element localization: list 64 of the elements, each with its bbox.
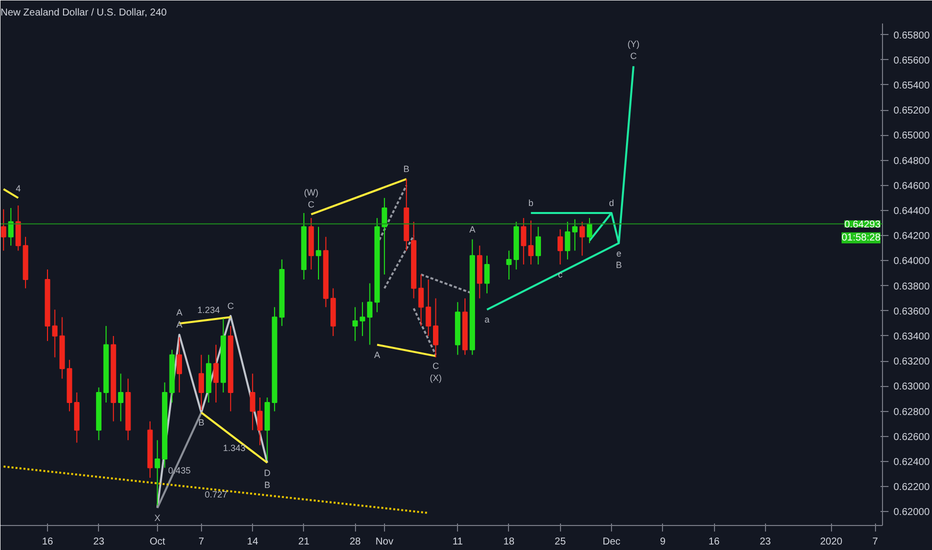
y-tick-label: 0.65000 <box>894 130 930 142</box>
y-tick-label: 0.65400 <box>894 80 930 92</box>
annotation: C <box>432 361 440 372</box>
x-tick-label: 21 <box>298 536 310 548</box>
annotation: 01:58:28 <box>842 232 881 244</box>
annotation: A <box>176 320 182 330</box>
y-tick-label: 0.63800 <box>894 281 930 292</box>
annotation: D <box>264 468 271 478</box>
annotation: C <box>308 199 315 210</box>
annotation: B <box>616 260 622 270</box>
x-tick-label: 11 <box>452 536 464 548</box>
y-tick-label: 0.62200 <box>894 482 930 494</box>
y-tick-label: 0.64800 <box>894 156 930 167</box>
x-tick-label: 2020 <box>820 536 843 548</box>
y-tick-label: 0.65600 <box>894 55 930 66</box>
annotation: 0.727 <box>204 490 228 500</box>
x-tick-label: 14 <box>247 536 259 548</box>
x-tick-label: Oct <box>150 536 166 548</box>
annotation: 4 <box>16 183 21 194</box>
y-tick-label: 0.65200 <box>894 106 930 117</box>
x-tick-label: 16 <box>42 536 54 548</box>
annotation: b <box>528 198 534 208</box>
annotation: d <box>608 198 614 208</box>
annotation: C <box>630 51 638 62</box>
y-tick-label: 0.64600 <box>894 180 930 192</box>
x-tick-label: 18 <box>503 536 515 548</box>
x-tick-label: Nov <box>376 536 394 548</box>
x-tick-label: 9 <box>660 536 666 548</box>
y-tick-label: 0.64200 <box>894 231 930 242</box>
y-tick-label: 0.62800 <box>894 406 930 418</box>
x-tick-label: 25 <box>554 536 566 548</box>
annotation: a <box>484 314 490 325</box>
chart-title: New Zealand Dollar / U.S. Dollar, 240 <box>0 8 168 18</box>
annotation: B <box>403 164 410 174</box>
annotation: X <box>154 512 160 523</box>
annotation: 1.343 <box>223 443 246 454</box>
annotation: e <box>616 248 622 259</box>
x-tick-label: 7 <box>872 536 878 548</box>
y-tick-label: 0.63600 <box>894 306 930 318</box>
annotation: A <box>176 308 182 318</box>
y-tick-label: 0.64400 <box>894 206 930 217</box>
y-tick-label: 0.62400 <box>894 456 930 468</box>
x-tick-label: 16 <box>708 536 720 548</box>
y-tick-label: 0.63400 <box>894 331 930 342</box>
annotation: 1.234 <box>197 305 220 316</box>
y-tick-label: 0.62000 <box>894 507 930 518</box>
x-tick-label: 28 <box>350 536 362 548</box>
y-tick-label: 0.65800 <box>894 30 930 42</box>
annotation: B <box>264 480 270 490</box>
x-tick-label: Dec <box>602 536 620 548</box>
annotation: A <box>469 224 476 234</box>
x-tick-label: 23 <box>93 536 105 548</box>
y-tick-label: 0.63000 <box>894 382 930 393</box>
annotation: (Y) <box>627 39 640 50</box>
y-tick-label: 0.64000 <box>894 256 930 268</box>
y-tick-label: 0.62600 <box>894 432 930 443</box>
x-tick-label: 23 <box>760 536 772 548</box>
annotation: (W) <box>304 187 318 198</box>
annotation: B <box>198 418 204 428</box>
y-tick-label: 0.63200 <box>894 356 930 368</box>
x-tick-label: 7 <box>198 536 205 548</box>
annotation: A <box>374 350 380 360</box>
annotation: (X) <box>430 373 442 384</box>
annotation: C <box>227 300 234 311</box>
